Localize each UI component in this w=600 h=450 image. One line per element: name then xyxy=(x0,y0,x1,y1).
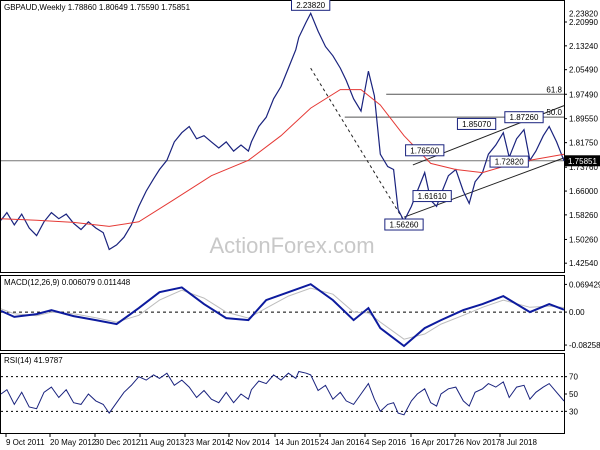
channel-line xyxy=(403,157,565,218)
price-annotation-box xyxy=(504,111,544,124)
price-y-tick-label: 1.73760 xyxy=(569,163,598,172)
price-series-line xyxy=(0,11,565,251)
price-annotation-box xyxy=(384,218,424,231)
x-tick-label: 16 Apr 2017 xyxy=(411,438,455,447)
rsi-y-tick-label: 30 xyxy=(569,407,578,416)
price-panel xyxy=(0,0,565,273)
x-tick-label: 2 Nov 2014 xyxy=(229,438,270,447)
rsi-panel-title: RSI(14) 41.9787 xyxy=(4,356,63,365)
x-tick-label: 11 Aug 2013 xyxy=(140,438,185,447)
x-tick-label: 20 May 2012 xyxy=(50,438,97,447)
price-annotation-label: 1.85070 xyxy=(462,120,491,129)
x-tick-label: 26 Nov 2017 xyxy=(455,438,501,447)
price-y-tick-label: 1.97490 xyxy=(569,90,598,99)
x-tick-label: 24 Jan 2016 xyxy=(320,438,365,447)
macd-line xyxy=(0,283,565,348)
price-annotation-box xyxy=(405,144,445,157)
macd-layer: 0.069429 0.00 -0.082582 xyxy=(0,280,600,350)
macd-y-tick-label: 0.069429 xyxy=(569,280,600,289)
price-annotation-box xyxy=(456,117,497,130)
price-annotation-label: 1.61610 xyxy=(418,192,447,201)
last-price-tag xyxy=(565,155,600,167)
x-tick-label: 30 Dec 2012 xyxy=(95,438,141,447)
macd-panel xyxy=(0,275,565,351)
price-y-tick-label: 1.42540 xyxy=(569,259,598,268)
macd-y-tick-label: -0.082582 xyxy=(569,341,600,350)
macd-y-tick-label: 0.00 xyxy=(569,308,585,317)
price-annotation-box xyxy=(412,190,452,203)
fib-level-label: 61.8 xyxy=(546,85,562,94)
price-y-tick-label: 1.81750 xyxy=(569,139,598,148)
price-y-tick-label: 1.58260 xyxy=(569,211,598,220)
x-tick-label: 14 Jun 2015 xyxy=(275,438,320,447)
rsi-panel xyxy=(0,353,565,434)
price-annotation-box xyxy=(291,0,331,11)
price-annotation-label: 1.87260 xyxy=(510,113,539,122)
x-tick-label: 23 Mar 2014 xyxy=(185,438,230,447)
x-tick-label: 8 Jul 2018 xyxy=(500,438,537,447)
macd-panel-title: MACD(12,26,9) 0.006079 0.011448 xyxy=(4,278,131,287)
macd-signal-line xyxy=(0,287,565,340)
rsi-y-tick-label: 70 xyxy=(569,373,578,382)
price-y-tick-label: 1.66000 xyxy=(569,187,598,196)
last-price-label: 1.75851 xyxy=(568,157,597,166)
rsi-layer: 70 50 30 xyxy=(0,370,578,416)
rsi-line xyxy=(0,370,565,416)
price-panel-title: GBPAUD,Weekly 1.78860 1.80649 1.75590 1.… xyxy=(4,3,191,12)
price-y-tick-label: 2.20990 xyxy=(569,18,598,27)
price-y-tick-label: 2.05490 xyxy=(569,66,598,75)
price-annotation-label: 1.56260 xyxy=(390,221,419,230)
rsi-y-tick-label: 50 xyxy=(569,390,578,399)
x-tick-label: 9 Oct 2011 xyxy=(6,438,45,447)
price-y-tick-label: 2.23820 xyxy=(569,9,598,18)
price-annotation-label: 1.72820 xyxy=(495,158,524,167)
price-annotation-label: 2.23820 xyxy=(296,1,325,10)
price-annotation-label: 1.76500 xyxy=(410,146,439,155)
price-annotation-box xyxy=(489,155,529,168)
x-tick-label: 4 Sep 2016 xyxy=(365,438,406,447)
price-layer: 61.8 50.0 2.23820 1.56260 1.61610 1.76500 1.85… xyxy=(0,0,600,268)
fib-level-label: 50.0 xyxy=(546,108,562,117)
price-y-tick-label: 1.50260 xyxy=(569,235,598,244)
ma-series-line xyxy=(0,89,565,227)
price-y-tick-label: 2.13240 xyxy=(569,42,598,51)
price-y-tick-label: 1.89550 xyxy=(569,115,598,124)
watermark: ActionForex.com xyxy=(209,233,374,258)
